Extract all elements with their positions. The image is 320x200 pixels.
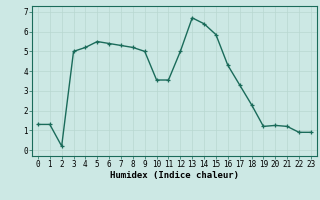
X-axis label: Humidex (Indice chaleur): Humidex (Indice chaleur) [110,171,239,180]
